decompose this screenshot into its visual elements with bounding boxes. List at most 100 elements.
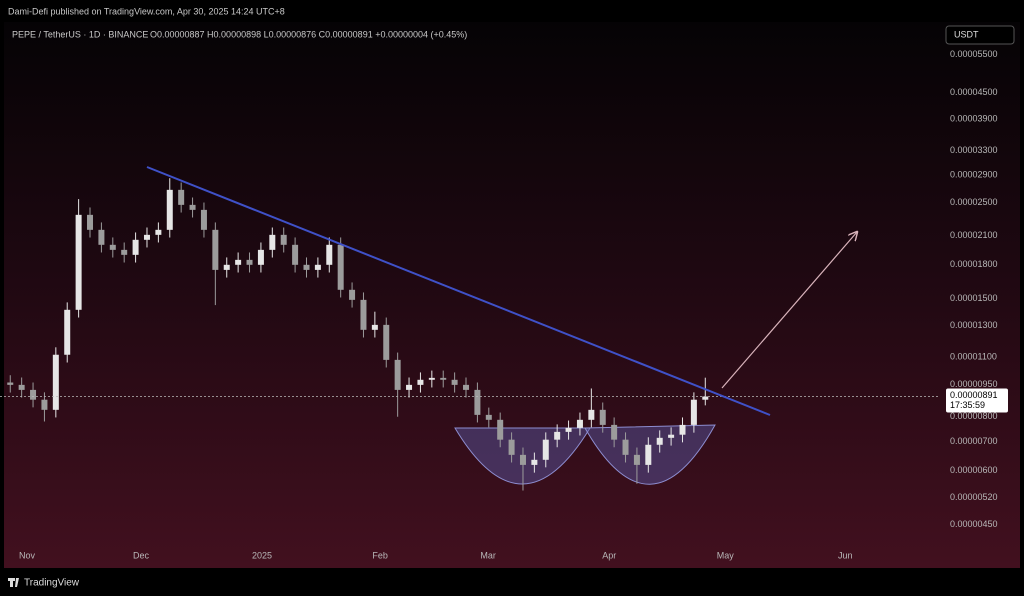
logo xyxy=(8,578,19,587)
y-tick-label: 0.00001800 xyxy=(950,259,998,269)
candle-body xyxy=(143,234,150,240)
candle-body xyxy=(121,249,128,255)
y-tick-label: 0.00000520 xyxy=(950,492,998,502)
candle-body xyxy=(52,354,59,410)
candle-body xyxy=(485,414,492,420)
y-tick-label: 0.00001500 xyxy=(950,293,998,303)
y-tick-label: 0.00001100 xyxy=(950,351,997,361)
candle-body xyxy=(554,431,561,440)
candle-body xyxy=(371,324,378,330)
candle-body xyxy=(155,229,162,235)
candle-body xyxy=(64,309,71,355)
currency-button[interactable] xyxy=(945,25,1015,45)
candle-body xyxy=(314,264,321,270)
candle-body xyxy=(166,189,173,230)
candle-body xyxy=(178,189,185,205)
candle-body xyxy=(519,454,526,465)
y-tick-label: 0.00005500 xyxy=(950,49,998,59)
footer-bar xyxy=(0,570,1024,596)
candle-body xyxy=(98,229,105,245)
candle-body xyxy=(257,249,264,265)
y-tick-label: 0.00001300 xyxy=(950,320,998,330)
candle-body xyxy=(235,259,242,265)
candle-body xyxy=(189,204,196,210)
y-tick-label: 0.00003900 xyxy=(950,114,998,124)
candle-body xyxy=(702,396,709,400)
candle-body xyxy=(690,399,697,425)
countdown: 17:35:59 xyxy=(950,400,985,410)
candle-body xyxy=(200,209,207,230)
candle-body xyxy=(30,389,37,400)
candle-body xyxy=(440,377,447,380)
chart-background xyxy=(4,22,1020,568)
x-tick-label: Dec xyxy=(133,550,150,560)
candle-body xyxy=(383,324,390,360)
x-tick-label: May xyxy=(717,550,735,560)
candle-body xyxy=(246,259,253,265)
x-tick-label: Mar xyxy=(480,550,496,560)
y-tick-label: 0.00002900 xyxy=(950,169,998,179)
candle-body xyxy=(269,234,276,250)
candle-body xyxy=(417,379,424,385)
candle-body xyxy=(18,384,25,390)
x-tick-label: Apr xyxy=(602,550,616,560)
candle-body xyxy=(463,384,470,390)
x-tick-label: Feb xyxy=(372,550,388,560)
candle-body xyxy=(656,437,663,445)
y-tick-label: 0.00000700 xyxy=(950,436,998,446)
trend-line xyxy=(146,166,771,416)
candle-body xyxy=(223,264,230,270)
projection-arrow xyxy=(721,232,857,389)
candle-body xyxy=(668,434,675,438)
y-tick-label: 0.00000950 xyxy=(950,379,998,389)
candle-body xyxy=(41,399,48,410)
candle-body xyxy=(109,244,116,250)
currency[interactable]: USDT xyxy=(954,29,979,39)
attribution: Dami-Defi published on TradingView.com, … xyxy=(8,6,285,16)
candle-body xyxy=(451,379,458,385)
y-tick-label: 0.00000600 xyxy=(950,465,998,475)
candle-body xyxy=(87,214,94,230)
y-tick-label: 0.00000450 xyxy=(950,519,998,529)
candle-body xyxy=(280,234,287,245)
candle-body xyxy=(360,299,367,330)
candle-body xyxy=(212,229,219,270)
candle-body xyxy=(75,214,82,310)
candle-body xyxy=(349,289,356,300)
candle-body xyxy=(406,384,413,390)
candle-body xyxy=(531,459,538,465)
candle-body xyxy=(394,359,401,390)
y-tick-label: 0.00003300 xyxy=(950,145,998,155)
y-tick-label: 0.00004500 xyxy=(950,87,998,97)
footer-brand: TradingView xyxy=(24,578,80,589)
candle-body xyxy=(611,424,618,440)
y-tick-label: 0.00002100 xyxy=(950,230,998,240)
x-tick-label: Nov xyxy=(19,550,36,560)
last-price-label: 0.00000891 xyxy=(950,390,998,400)
candle-body xyxy=(679,424,686,435)
candle-body xyxy=(508,439,515,455)
candle-body xyxy=(542,439,549,460)
candle-body xyxy=(132,239,139,255)
candle-body xyxy=(337,244,344,290)
candle-body xyxy=(565,427,572,432)
y-tick-label: 0.00000800 xyxy=(950,411,998,421)
candle-body xyxy=(633,454,640,465)
candle-body xyxy=(588,409,595,420)
candle-body xyxy=(474,389,481,415)
candle-body xyxy=(326,244,333,265)
candle-body xyxy=(599,409,606,425)
candle-body xyxy=(622,439,629,455)
x-tick-label: Jun xyxy=(838,550,853,560)
candle-body xyxy=(497,419,504,440)
last-price-box xyxy=(946,388,1008,413)
candle-body xyxy=(645,444,652,465)
x-tick-label: 2025 xyxy=(252,550,272,560)
candle-body xyxy=(428,377,435,380)
candle-body xyxy=(7,382,14,385)
candle-body xyxy=(292,244,299,265)
symbol: PEPE / TetherUS · 1D · BINANCE xyxy=(12,29,148,39)
y-tick-label: 0.00002500 xyxy=(950,197,998,207)
candle-body xyxy=(576,419,583,428)
